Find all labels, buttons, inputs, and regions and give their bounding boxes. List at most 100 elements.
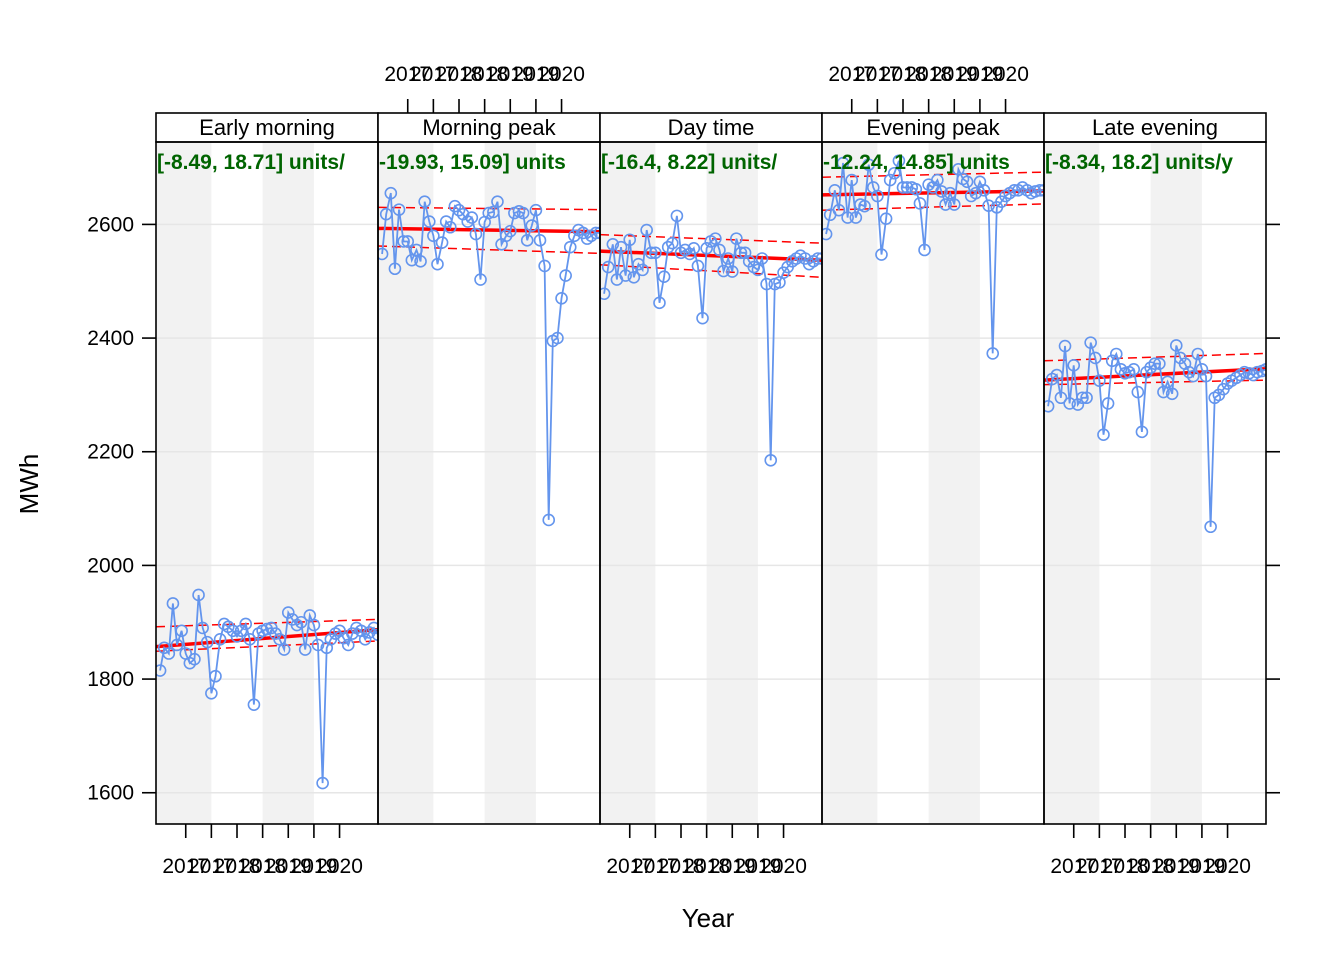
data-point bbox=[1088, 351, 1102, 365]
data-point bbox=[418, 195, 431, 208]
x-tick-label: 2019 bbox=[1179, 855, 1226, 878]
data-point bbox=[623, 233, 637, 247]
data-point bbox=[691, 259, 705, 273]
x-tick-label: 2020 bbox=[316, 855, 363, 878]
data-point bbox=[606, 238, 620, 251]
data-point bbox=[614, 240, 628, 254]
x-tick-label: 2019 bbox=[513, 63, 560, 86]
data-point bbox=[311, 638, 325, 652]
data-point bbox=[977, 184, 991, 197]
year-band bbox=[262, 142, 314, 824]
panel-strip bbox=[1043, 112, 1267, 143]
data-point bbox=[247, 698, 261, 711]
data-point bbox=[378, 247, 389, 261]
x-tick-label: 2018 bbox=[1127, 855, 1174, 878]
x-tick-label: 2018 bbox=[461, 63, 508, 86]
data-point bbox=[665, 236, 679, 250]
data-point bbox=[1148, 357, 1162, 370]
data-point bbox=[431, 257, 444, 271]
data-point bbox=[670, 209, 684, 223]
data-point bbox=[653, 296, 666, 310]
data-point bbox=[371, 628, 378, 642]
data-point bbox=[427, 229, 440, 243]
data-point bbox=[200, 635, 214, 649]
data-point bbox=[410, 243, 423, 257]
y-tick-label: 2200 bbox=[87, 441, 134, 464]
trend-lower-bound bbox=[600, 264, 822, 279]
data-point bbox=[969, 186, 983, 200]
data-point bbox=[192, 588, 205, 602]
trend-upper-bound bbox=[156, 618, 378, 628]
panel-annotation: -12.24, 14.85] units bbox=[823, 151, 1010, 174]
data-point bbox=[563, 240, 577, 254]
year-band bbox=[378, 142, 434, 824]
x-tick-label: 2018 bbox=[683, 855, 730, 878]
data-point bbox=[1054, 391, 1068, 405]
data-point bbox=[832, 203, 846, 217]
data-point bbox=[239, 617, 253, 631]
data-point bbox=[751, 263, 765, 277]
data-point bbox=[939, 198, 952, 211]
x-tick-label: 2017 bbox=[854, 63, 901, 86]
data-point bbox=[982, 199, 995, 212]
x-tick-label: 2020 bbox=[982, 63, 1029, 86]
data-layer: [-8.49, 18.71] units/ -19.93, 15.09] unit… bbox=[156, 151, 1266, 790]
data-point bbox=[538, 259, 551, 273]
data-point bbox=[397, 235, 410, 248]
data-point bbox=[277, 643, 291, 656]
data-point bbox=[649, 246, 662, 260]
panel-strip-label: Day time bbox=[668, 115, 755, 140]
data-point bbox=[243, 632, 257, 646]
data-point bbox=[1033, 184, 1044, 197]
year-band bbox=[1044, 142, 1100, 824]
panel-backgrounds bbox=[156, 142, 1202, 824]
data-point bbox=[734, 246, 748, 260]
data-point bbox=[188, 652, 201, 666]
data-point bbox=[1161, 375, 1174, 389]
data-point bbox=[918, 243, 931, 257]
x-tick-label: 2020 bbox=[760, 855, 807, 878]
data-point bbox=[900, 181, 914, 194]
data-point bbox=[764, 453, 778, 467]
data-point bbox=[281, 606, 295, 619]
data-point bbox=[1186, 369, 1200, 383]
panel-annotation: [-8.49, 18.71] units/ bbox=[157, 151, 345, 174]
trend-lower-bound bbox=[822, 203, 1044, 211]
data-point bbox=[845, 173, 859, 187]
data-point bbox=[600, 287, 611, 301]
data-point bbox=[358, 632, 372, 646]
x-tick-label: 2019 bbox=[957, 63, 1004, 86]
data-point bbox=[760, 277, 773, 291]
data-point bbox=[849, 211, 863, 224]
panel-annotation: -19.93, 15.09] units bbox=[379, 151, 566, 174]
data-point bbox=[1204, 520, 1217, 534]
data-point bbox=[892, 154, 906, 168]
data-point bbox=[593, 226, 600, 240]
panel-frames: Early morning Morning peak Day time Evening… bbox=[155, 112, 1267, 825]
data-point bbox=[1105, 354, 1119, 368]
x-tick-label: 2018 bbox=[436, 63, 483, 86]
data-point bbox=[1080, 391, 1093, 405]
y-tick-label: 1600 bbox=[87, 782, 134, 805]
year-band bbox=[1150, 142, 1202, 824]
data-point bbox=[717, 264, 730, 278]
data-point bbox=[811, 252, 822, 265]
data-point bbox=[931, 173, 944, 187]
series-line bbox=[1047, 342, 1266, 527]
data-point bbox=[986, 347, 1000, 360]
trend-upper-bound bbox=[600, 233, 822, 244]
y-axis-title: MWh bbox=[14, 454, 44, 515]
data-point bbox=[1058, 339, 1072, 353]
x-tick-label: 2018 bbox=[214, 855, 261, 878]
data-point bbox=[533, 234, 547, 247]
data-point bbox=[379, 207, 393, 221]
data-point bbox=[465, 211, 479, 224]
data-point bbox=[1199, 369, 1213, 383]
panel-frame bbox=[1043, 141, 1267, 825]
year-band bbox=[484, 142, 536, 824]
data-point bbox=[1195, 363, 1209, 376]
data-point bbox=[503, 224, 517, 238]
panel-plot-1: -19.93, 15.09] units bbox=[378, 151, 600, 527]
panel-annotation: [-16.4, 8.22] units/ bbox=[601, 151, 777, 174]
